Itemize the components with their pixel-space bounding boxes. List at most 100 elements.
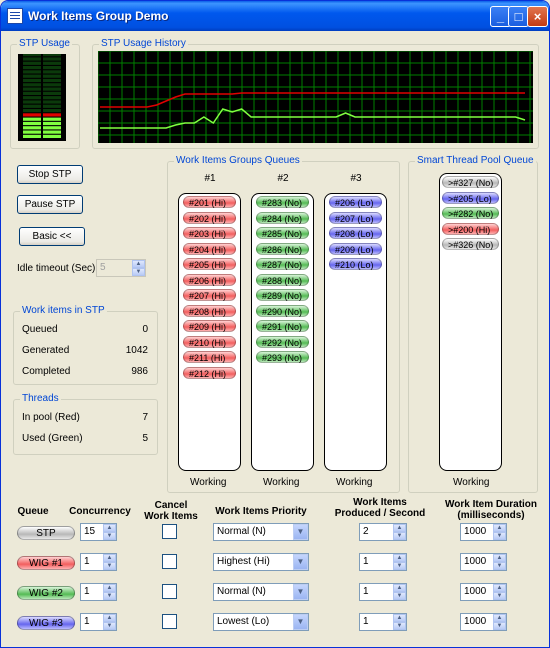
meter-segment (23, 100, 41, 104)
produced-per-second-input[interactable]: 2 ▲ ▼ (359, 523, 407, 541)
queue-item: #207 (Lo) (329, 211, 382, 224)
stp-usage-title: STP Usage (17, 38, 72, 49)
spin-up-icon: ▲ (393, 614, 406, 622)
meter-segment (43, 78, 61, 83)
chevron-down-icon[interactable]: ▼ (293, 614, 308, 630)
cancel-work-items-checkbox[interactable] (162, 524, 177, 539)
duration-input[interactable]: 1000 ▲ ▼ (460, 523, 507, 541)
priority-select[interactable]: Lowest (Lo) ▼ (213, 613, 309, 631)
meter-segment (43, 61, 61, 65)
queue-item: #211 (Hi) (183, 351, 236, 363)
queue-item: #212 (Hi) (183, 366, 236, 379)
meter-segment (43, 66, 61, 70)
meter-segment (23, 87, 41, 91)
queue-label: WIG #3 (17, 616, 75, 630)
produced-per-second-input[interactable]: 1 ▲ ▼ (359, 613, 407, 631)
produced-spinner[interactable]: ▲ ▼ (393, 614, 406, 630)
priority-select[interactable]: Normal (N) ▼ (213, 523, 309, 541)
stp-queue-item: >#200 (Hi) (442, 222, 499, 235)
history-chart (98, 51, 533, 143)
stp-usage-history-title: STP Usage History (99, 38, 188, 49)
maximize-button[interactable]: □ (508, 6, 529, 27)
meter-segment (43, 117, 61, 121)
priority-value: Normal (N) (217, 526, 266, 537)
produced-per-second-input[interactable]: 1 ▲ ▼ (359, 583, 407, 601)
idle-timeout-input[interactable]: 5 ▲ ▼ (96, 259, 146, 277)
stp-usage-bars (23, 53, 61, 138)
threads-group: Threads (13, 393, 158, 455)
duration-input[interactable]: 1000 ▲ ▼ (460, 553, 507, 571)
meter-segment (43, 96, 61, 100)
stop-stp-button[interactable]: Stop STP (17, 165, 83, 184)
spin-down-icon: ▼ (103, 532, 116, 540)
duration-spinner[interactable]: ▲ ▼ (493, 614, 506, 630)
produced-spinner[interactable]: ▲ ▼ (393, 524, 406, 540)
completed-label: Completed (22, 366, 71, 377)
spin-up-icon: ▲ (103, 584, 116, 592)
meter-segment (23, 117, 41, 121)
produced-spinner[interactable]: ▲ ▼ (393, 584, 406, 600)
close-button[interactable]: × (527, 6, 548, 27)
chevron-down-icon[interactable]: ▼ (293, 584, 308, 600)
wig-queues-group: Work Items Groups Queues (167, 155, 400, 493)
concurrency-spinner[interactable]: ▲ ▼ (103, 554, 116, 570)
queue-item: #204 (Hi) (183, 242, 236, 255)
work-items-in-stp-group: Work items in STP (13, 305, 158, 385)
concurrency-spinner[interactable]: ▲ ▼ (103, 524, 116, 540)
meter-segment (23, 104, 41, 108)
wig-column-status: Working (190, 477, 227, 488)
wig-queue-list[interactable]: #206 (Lo) #207 (Lo) #208 (Lo) #209 (Lo) #210… (324, 193, 387, 471)
cancel-work-items-checkbox[interactable] (162, 554, 177, 569)
window-title: Work Items Group Demo (28, 9, 169, 23)
stp-queue-list[interactable]: >#327 (No) >#205 (Lo) >#282 (No) >#200 (Hi)… (439, 173, 502, 471)
queue-item: #286 (No) (256, 242, 309, 255)
queue-item: #201 (Hi) (183, 196, 236, 208)
chevron-down-icon[interactable]: ▼ (293, 554, 308, 570)
meter-segment (23, 61, 41, 65)
spin-up-icon: ▲ (493, 614, 506, 622)
duration-spinner[interactable]: ▲ ▼ (493, 584, 506, 600)
produced-spinner[interactable]: ▲ ▼ (393, 554, 406, 570)
spin-down-icon: ▼ (493, 532, 506, 540)
chevron-down-icon[interactable]: ▼ (293, 524, 308, 540)
meter-segment (23, 57, 41, 61)
queue-label: WIG #1 (17, 556, 75, 570)
priority-select[interactable]: Highest (Hi) ▼ (213, 553, 309, 571)
duration-input[interactable]: 1000 ▲ ▼ (460, 583, 507, 601)
generated-label: Generated (22, 345, 70, 356)
queue-item: #291 (No) (256, 320, 309, 332)
stp-usage-history-graph (98, 51, 533, 143)
idle-timeout-spinner[interactable]: ▲ ▼ (132, 260, 145, 276)
title-bar[interactable]: Work Items Group Demo _ □ × (1, 1, 549, 31)
stp-queue-item: >#327 (No) (442, 176, 499, 188)
stp-usage-group: STP Usage (10, 38, 80, 149)
produced-per-second-input[interactable]: 1 ▲ ▼ (359, 553, 407, 571)
concurrency-input[interactable]: 15 ▲ ▼ (80, 523, 117, 541)
cancel-work-items-checkbox[interactable] (162, 584, 177, 599)
meter-segment (23, 126, 41, 130)
basic-toggle-button[interactable]: Basic << (19, 227, 85, 246)
concurrency-input[interactable]: 1 ▲ ▼ (80, 553, 117, 571)
queue-item: #283 (No) (256, 196, 309, 208)
concurrency-input[interactable]: 1 ▲ ▼ (80, 583, 117, 601)
cancel-work-items-checkbox[interactable] (162, 614, 177, 629)
concurrency-spinner[interactable]: ▲ ▼ (103, 584, 116, 600)
wig-queue-list[interactable]: #283 (No) #284 (No) #285 (No) #286 (No) #287… (251, 193, 314, 471)
duration-spinner[interactable]: ▲ ▼ (493, 554, 506, 570)
wig-queue-list[interactable]: #201 (Hi) #202 (Hi) #203 (Hi) #204 (Hi) #205… (178, 193, 241, 471)
queue-item: #208 (Lo) (329, 227, 382, 239)
concurrency-input[interactable]: 1 ▲ ▼ (80, 613, 117, 631)
queue-label: WIG #2 (17, 586, 75, 600)
generated-value: 1042 (125, 345, 148, 356)
meter-segment (43, 83, 61, 87)
priority-select[interactable]: Normal (N) ▼ (213, 583, 309, 601)
concurrency-spinner[interactable]: ▲ ▼ (103, 614, 116, 630)
pause-stp-button[interactable]: Pause STP (17, 195, 83, 214)
duration-input[interactable]: 1000 ▲ ▼ (460, 613, 507, 631)
priority-value: Lowest (Lo) (217, 616, 270, 627)
meter-segment (43, 87, 61, 91)
close-icon: × (533, 9, 542, 24)
spin-up-icon: ▲ (493, 554, 506, 562)
duration-spinner[interactable]: ▲ ▼ (493, 524, 506, 540)
